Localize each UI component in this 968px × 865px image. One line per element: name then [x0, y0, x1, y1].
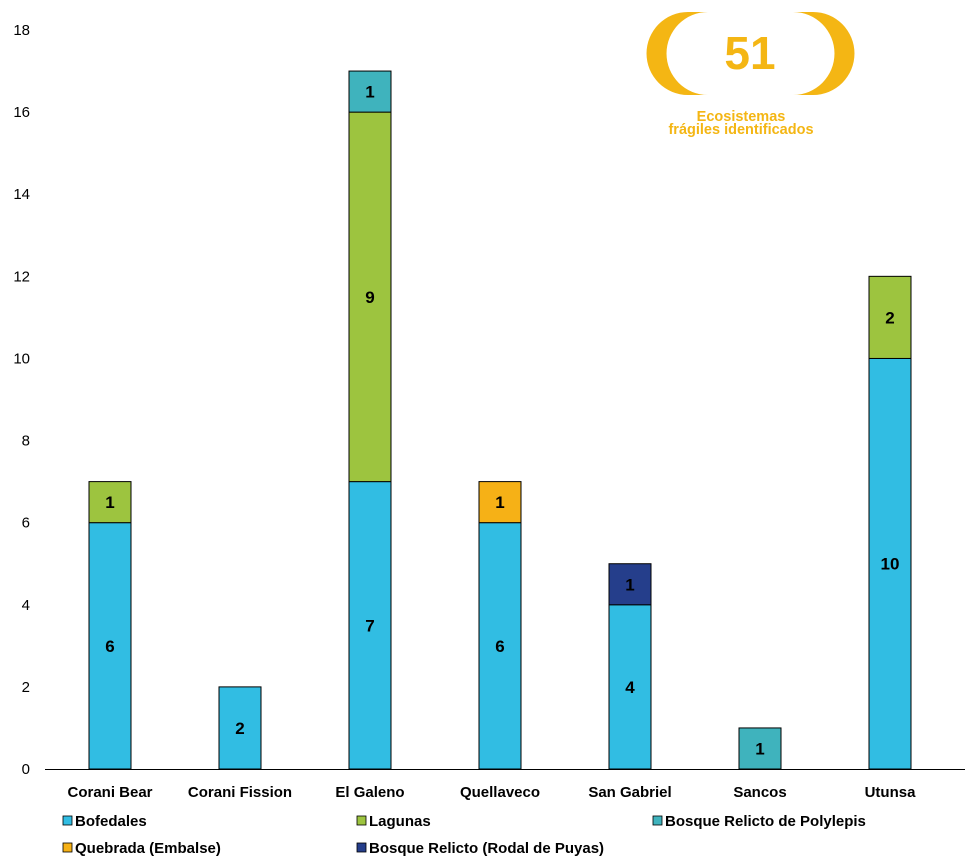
- data-label-corani-fission-bofedales: 2: [235, 719, 244, 738]
- bar-segment-corani-bear-lagunas: [88, 481, 132, 524]
- x-tick-label-quellaveco: Quellaveco: [460, 784, 540, 801]
- x-tick-label-el-galeno: El Galeno: [335, 784, 404, 801]
- legend-swatch-bosque-relicto-rodal-de-puyas: [356, 842, 367, 853]
- data-label-el-galeno-bosque-relicto-de-polylepis: 1: [365, 83, 374, 102]
- y-tick-label-8: 8: [22, 433, 30, 450]
- legend-swatch-bofedales: [62, 815, 73, 826]
- data-label-corani-bear-lagunas: 1: [105, 493, 114, 512]
- legend-label-bosque-relicto-rodal-de-puyas: Bosque Relicto (Rodal de Puyas): [369, 840, 604, 857]
- x-tick-label-sancos: Sancos: [733, 784, 786, 801]
- data-label-corani-bear-bofedales: 6: [105, 637, 114, 656]
- bar-segment-corani-fission-bofedales: [218, 686, 262, 770]
- legend: Bofedales Lagunas Bosque Relicto de Polyle…: [62, 813, 866, 857]
- x-tick-label-utunsa: Utunsa: [865, 784, 916, 801]
- bar-segment-quellaveco-bofedales: [478, 522, 522, 770]
- bar-segment-utunsa-lagunas: [868, 275, 912, 359]
- data-label-el-galeno-bofedales: 7: [365, 616, 374, 635]
- data-label-el-galeno-lagunas: 9: [365, 288, 374, 307]
- badge-left-bracket: [646, 12, 708, 95]
- legend-label-lagunas: Lagunas: [369, 813, 431, 830]
- data-label-utunsa-lagunas: 2: [885, 308, 894, 327]
- x-tick-label-corani-bear: Corani Bear: [67, 784, 152, 801]
- legend-label-bosque-relicto-de-polylepis: Bosque Relicto de Polylepis: [665, 813, 866, 830]
- bar-segment-el-galeno-bosque-relicto-de-polylepis: [348, 70, 392, 113]
- y-tick-label-16: 16: [13, 104, 30, 121]
- bar-segment-corani-bear-bofedales: [88, 522, 132, 770]
- bar-segment-san-gabriel-bosque-relicto-rodal-de-puyas: [608, 563, 652, 606]
- y-tick-label-0: 0: [22, 761, 30, 778]
- badge-number: 51: [724, 27, 775, 79]
- bar-segment-san-gabriel-bofedales: [608, 604, 652, 770]
- x-axis: Corani Bear Corani Fission El Galeno Quella…: [45, 769, 965, 801]
- y-tick-label-6: 6: [22, 515, 30, 532]
- bars: 6 1 2 7 9 1 6 1 4 1 1 10 2: [88, 70, 912, 770]
- data-label-san-gabriel-bofedales: 4: [625, 678, 635, 697]
- data-label-quellaveco-quebrada-embalse: 1: [495, 493, 504, 512]
- y-tick-label-4: 4: [22, 597, 30, 614]
- y-tick-label-14: 14: [13, 186, 30, 203]
- data-label-utunsa-bofedales: 10: [881, 555, 900, 574]
- y-tick-label-2: 2: [22, 679, 30, 696]
- y-tick-label-18: 18: [13, 22, 30, 39]
- legend-swatch-quebrada-embalse: [62, 842, 73, 853]
- x-tick-label-corani-fission: Corani Fission: [188, 784, 292, 801]
- legend-label-bofedales: Bofedales: [75, 813, 147, 830]
- bar-segment-el-galeno-bofedales: [348, 481, 392, 770]
- ecosystems-count-badge: 51 Ecosistemas frágiles identificados: [646, 12, 855, 138]
- y-tick-label-10: 10: [13, 350, 30, 367]
- bar-segment-sancos-bosque-relicto-de-polylepis: [738, 727, 782, 770]
- y-tick-label-12: 12: [13, 268, 30, 285]
- x-tick-label-san-gabriel: San Gabriel: [588, 784, 671, 801]
- y-axis: 0 2 4 6 8 10 12 14 16 18: [13, 22, 30, 778]
- data-label-sancos-bosque-relicto-de-polylepis: 1: [755, 739, 764, 758]
- data-label-san-gabriel-bosque-relicto-rodal-de-puyas: 1: [625, 575, 634, 594]
- data-label-quellaveco-bofedales: 6: [495, 637, 504, 656]
- badge-caption-line1: Ecosistemas: [697, 109, 786, 125]
- bar-segment-utunsa-bofedales: [868, 357, 912, 770]
- badge-caption-line2: frágiles identificados: [668, 122, 813, 138]
- legend-swatch-bosque-relicto-de-polylepis: [652, 815, 663, 826]
- bar-segment-quellaveco-quebrada-embalse: [478, 481, 522, 524]
- legend-swatch-lagunas: [356, 815, 367, 826]
- badge-right-bracket: [793, 12, 855, 95]
- legend-label-quebrada-embalse: Quebrada (Embalse): [75, 840, 221, 857]
